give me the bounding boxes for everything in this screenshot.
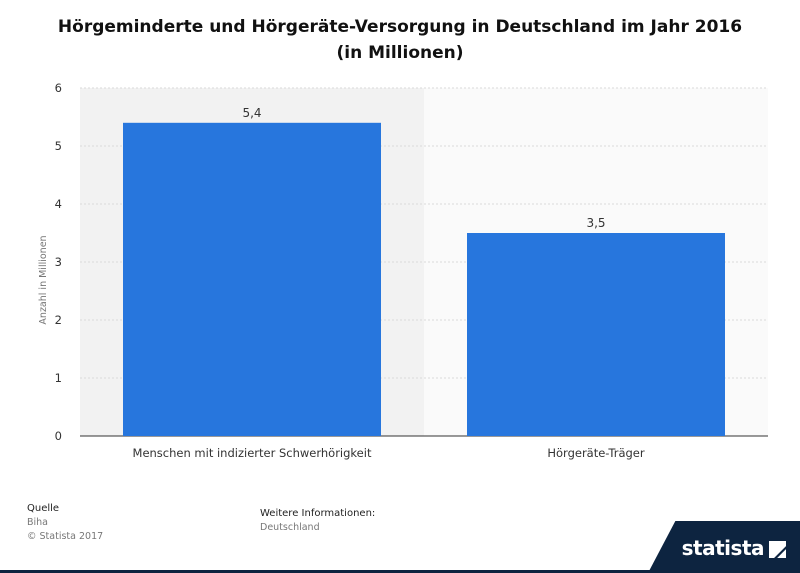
y-tick-label: 0	[55, 429, 62, 443]
x-tick-label: Menschen mit indizierter Schwerhörigkeit	[133, 446, 372, 460]
chart-title: Hörgeminderte und Hörgeräte-Versorgung i…	[0, 14, 800, 66]
brand-name: statista	[681, 536, 765, 560]
y-tick-label: 1	[55, 371, 62, 385]
bottom-bar	[0, 570, 800, 573]
y-tick-label: 4	[55, 197, 62, 211]
bar	[467, 233, 725, 436]
bar	[123, 122, 381, 437]
source-value: Biha	[27, 517, 48, 528]
y-tick-label: 3	[55, 255, 62, 269]
y-axis-label: Anzahl in Millionen	[38, 235, 49, 324]
data-label: 5,4	[242, 106, 261, 120]
y-tick-label: 2	[55, 313, 62, 327]
source-label: Quelle	[27, 503, 60, 514]
bar-chart: 0 1 2 3 4 5 6 Anzahl in Millionen 5,4 Menschen mi…	[38, 81, 768, 460]
copyright: © Statista 2017	[27, 531, 104, 542]
data-label: 3,5	[586, 216, 605, 230]
y-tick-label: 6	[55, 81, 62, 95]
chart-title-line-1: Hörgeminderte und Hörgeräte-Versorgung i…	[57, 17, 743, 37]
chart-title-line-2: (in Millionen)	[336, 43, 464, 63]
y-tick-label: 5	[55, 139, 62, 153]
info-label: Weitere Informationen:	[260, 508, 376, 519]
info-value: Deutschland	[260, 522, 320, 533]
statista-logo[interactable]: statista	[648, 521, 800, 573]
x-tick-label: Hörgeräte-Träger	[547, 446, 645, 460]
statista-logo-icon-corner	[777, 549, 786, 558]
